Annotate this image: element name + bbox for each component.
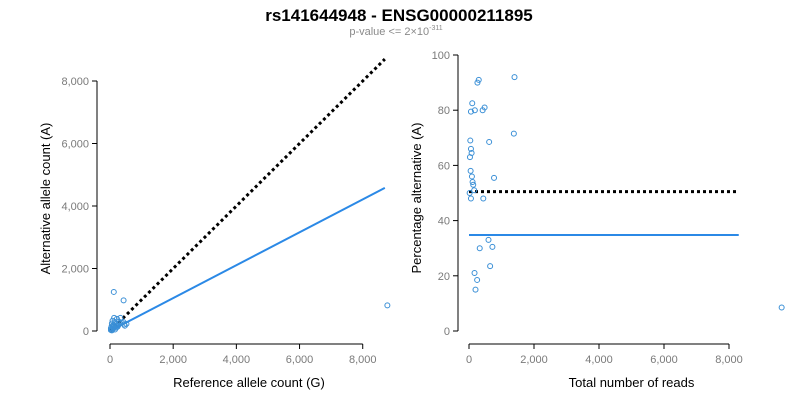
y-tick-label: 8,000 xyxy=(61,76,89,88)
x-tick-label: 4,000 xyxy=(223,354,251,366)
scatter-point xyxy=(480,195,487,202)
chart-subtitle: p-value <= 2×10-311 xyxy=(349,25,442,38)
scatter-point xyxy=(472,286,479,293)
subtitle-base: 10 xyxy=(417,26,429,38)
scatter-point xyxy=(121,321,128,328)
scatter-point xyxy=(474,79,481,86)
x-axis-label: Reference allele count (G) xyxy=(173,375,325,390)
right-panel-percentage-alternative: 0 2,000 4,000 6,000 8,000 0 20 40 60 80 100 Total n… xyxy=(409,50,785,390)
y-tick-label: 0 xyxy=(444,326,450,338)
x-tick-label: 2,000 xyxy=(159,354,187,366)
x-tick-label: 2,000 xyxy=(520,354,548,366)
x-tick-label: 4,000 xyxy=(585,354,613,366)
x-tick-label: 6,000 xyxy=(286,354,314,366)
chart-title: rs141644948 - ENSG00000211895 xyxy=(265,6,533,25)
scatter-point xyxy=(469,178,476,185)
scatter-point xyxy=(108,327,115,334)
y-tick-label: 80 xyxy=(438,105,450,117)
scatter-point xyxy=(486,138,493,145)
scatter-point xyxy=(467,137,474,144)
scatter-point xyxy=(466,154,473,161)
scatter-point xyxy=(475,76,482,83)
fit-line xyxy=(109,186,386,332)
subtitle-exponent: -311 xyxy=(429,25,443,32)
y-tick-label: 6,000 xyxy=(61,139,89,151)
y-tick-label: 20 xyxy=(438,271,450,283)
y-tick-label: 2,000 xyxy=(61,264,89,276)
scatter-point xyxy=(384,302,391,309)
scatter-point xyxy=(491,174,498,181)
scatter-point xyxy=(778,304,785,311)
left-panel-allele-counts: 0 2,000 4,000 6,000 8,000 0 2,000 4,000 6,000 8,0… xyxy=(38,58,391,390)
scatter-point xyxy=(120,297,127,304)
scatter-point xyxy=(469,100,476,107)
scatter-point xyxy=(471,107,478,114)
y-axis-label: Alternative allele count (A) xyxy=(38,123,53,275)
scatter-point xyxy=(476,245,483,252)
scatter-point xyxy=(468,173,475,180)
scatter-point xyxy=(112,326,119,333)
x-tick-label: 8,000 xyxy=(349,354,377,366)
scatter-point xyxy=(467,195,474,202)
scatter-point xyxy=(487,263,494,270)
scatter-point xyxy=(467,108,474,115)
reference-line xyxy=(108,58,386,333)
x-axis-label: Total number of reads xyxy=(569,375,695,390)
y-tick-label: 4,000 xyxy=(61,201,89,213)
scatter-point xyxy=(479,107,486,114)
scatter-point xyxy=(471,187,478,194)
x-tick-label: 6,000 xyxy=(650,354,678,366)
y-tick-label: 60 xyxy=(438,160,450,172)
y-axis-label: Percentage alternative (A) xyxy=(409,122,424,273)
y-tick-label: 100 xyxy=(432,50,450,62)
x-tick-label: 0 xyxy=(466,354,472,366)
scatter-point xyxy=(467,145,474,152)
x-tick-label: 0 xyxy=(107,354,113,366)
y-tick-label: 0 xyxy=(83,326,89,338)
scatter-point xyxy=(511,74,518,81)
y-tick-label: 40 xyxy=(438,216,450,228)
scatter-point xyxy=(467,167,474,174)
scatter-point xyxy=(470,181,477,188)
subtitle-times: × xyxy=(410,26,416,38)
scatter-point xyxy=(471,270,478,277)
scatter-point xyxy=(489,243,496,250)
x-tick-label: 8,000 xyxy=(715,354,743,366)
scatter-point xyxy=(110,288,117,295)
scatter-point xyxy=(510,130,517,137)
scatter-point xyxy=(474,276,481,283)
scatter-point xyxy=(485,236,492,243)
scatter-point xyxy=(466,190,473,196)
subtitle-prefix: p-value <= 2 xyxy=(349,26,410,38)
